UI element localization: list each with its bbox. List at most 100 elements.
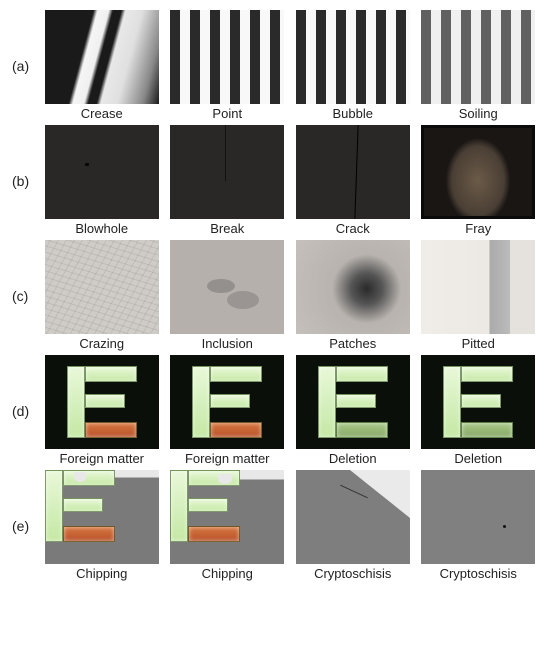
defect-thumbnail xyxy=(170,355,284,449)
chip-segment xyxy=(461,422,513,438)
chip-segment xyxy=(318,366,336,438)
thumbnail-caption: Inclusion xyxy=(202,336,253,351)
images-row: Crazing Inclusion Patches Pitted xyxy=(42,240,538,351)
chip-segment xyxy=(67,366,85,438)
chip-segment xyxy=(443,366,461,438)
defect-thumbnail xyxy=(421,125,535,219)
row-images-column: Blowhole Break Crack Fray xyxy=(42,125,538,236)
row-label: (d) xyxy=(12,403,42,419)
defect-thumbnail xyxy=(45,355,159,449)
thumbnail-caption: Crazing xyxy=(79,336,124,351)
chip-segment xyxy=(45,470,63,542)
chip-segment xyxy=(85,366,137,382)
row-label: (a) xyxy=(12,58,42,74)
thumbnail-caption: Blowhole xyxy=(75,221,128,236)
figure-cell: Bubble xyxy=(293,10,413,121)
figure-cell: Pitted xyxy=(419,240,539,351)
thumbnail-caption: Deletion xyxy=(329,451,377,466)
defect-thumbnail xyxy=(296,240,410,334)
figure-cell: Deletion xyxy=(419,355,539,466)
figure-cell: Crack xyxy=(293,125,413,236)
thumbnail-caption: Patches xyxy=(329,336,376,351)
figure-cell: Inclusion xyxy=(168,240,288,351)
defect-thumbnail xyxy=(421,355,535,449)
images-row: Blowhole Break Crack Fray xyxy=(42,125,538,236)
figure-cell: Chipping xyxy=(168,470,288,581)
chip-segment xyxy=(336,394,376,408)
row-images-column: Crazing Inclusion Patches Pitted xyxy=(42,240,538,351)
figure-row: (d)Foreign matterForeign matterDeletionD… xyxy=(12,355,538,466)
defect-thumbnail xyxy=(45,470,159,564)
thumbnail-caption: Soiling xyxy=(459,106,498,121)
defect-figure-grid: (a)CreasePointBubbleSoiling(b)BlowholeBr… xyxy=(12,10,538,581)
chip-segment xyxy=(210,394,250,408)
chip-segment xyxy=(192,366,210,438)
thumbnail-caption: Cryptoschisis xyxy=(314,566,391,581)
row-images-column: Chipping Chipping Cryptoschisis Cryptoschis… xyxy=(42,470,538,581)
figure-cell: Cryptoschisis xyxy=(419,470,539,581)
chip-segment xyxy=(461,394,501,408)
thumbnail-caption: Chipping xyxy=(202,566,253,581)
thumbnail-caption: Chipping xyxy=(76,566,127,581)
defect-thumbnail xyxy=(170,470,284,564)
figure-cell: Foreign matter xyxy=(168,355,288,466)
thumbnail-caption: Crease xyxy=(81,106,123,121)
defect-thumbnail xyxy=(45,240,159,334)
row-images-column: Crease Point Bubble Soiling xyxy=(42,10,538,121)
figure-row: (c) Crazing Inclusion Patches Pitted xyxy=(12,240,538,351)
thumbnail-caption: Bubble xyxy=(333,106,373,121)
defect-thumbnail xyxy=(296,10,410,104)
chip-segment xyxy=(188,498,228,512)
figure-cell: Fray xyxy=(419,125,539,236)
defect-thumbnail xyxy=(296,355,410,449)
chip-segment xyxy=(210,366,262,382)
defect-thumbnail xyxy=(170,240,284,334)
chip-segment xyxy=(63,498,103,512)
chip-e-shape xyxy=(67,366,137,438)
row-label: (c) xyxy=(12,288,42,304)
figure-cell: Patches xyxy=(293,240,413,351)
figure-row: (e)ChippingChippingCryptoschisisCryptosc… xyxy=(12,470,538,581)
thumbnail-caption: Cryptoschisis xyxy=(440,566,517,581)
thumbnail-caption: Break xyxy=(210,221,244,236)
figure-cell: Break xyxy=(168,125,288,236)
chip-e-shape xyxy=(45,470,115,542)
images-row: Foreign matter Foreign matter Deletion Dele… xyxy=(42,355,538,466)
figure-cell: Cryptoschisis xyxy=(293,470,413,581)
defect-thumbnail xyxy=(170,125,284,219)
chip-segment xyxy=(336,366,388,382)
figure-cell: Soiling xyxy=(419,10,539,121)
thumbnail-caption: Point xyxy=(212,106,242,121)
thumbnail-caption: Foreign matter xyxy=(185,451,270,466)
defect-thumbnail xyxy=(421,10,535,104)
chip-segment xyxy=(85,422,137,438)
defect-thumbnail xyxy=(296,470,410,564)
defect-thumbnail xyxy=(170,10,284,104)
chip-segment xyxy=(85,394,125,408)
figure-cell: Crazing xyxy=(42,240,162,351)
figure-cell: Deletion xyxy=(293,355,413,466)
chip-segment xyxy=(336,422,388,438)
chip-e-shape xyxy=(170,470,240,542)
row-images-column: Foreign matter Foreign matter Deletion Dele… xyxy=(42,355,538,466)
chip-e-shape xyxy=(318,366,388,438)
thumbnail-caption: Deletion xyxy=(454,451,502,466)
chip-e-shape xyxy=(192,366,262,438)
chip-segment xyxy=(210,422,262,438)
figure-cell: Crease xyxy=(42,10,162,121)
chip-segment xyxy=(461,366,513,382)
chip-segment xyxy=(170,470,188,542)
defect-thumbnail xyxy=(421,240,535,334)
chip-segment xyxy=(63,526,115,542)
images-row: Crease Point Bubble Soiling xyxy=(42,10,538,121)
chip-e-shape xyxy=(443,366,513,438)
defect-thumbnail xyxy=(421,470,535,564)
figure-cell: Foreign matter xyxy=(42,355,162,466)
figure-cell: Chipping xyxy=(42,470,162,581)
chip-segment xyxy=(188,526,240,542)
figure-cell: Blowhole xyxy=(42,125,162,236)
defect-thumbnail xyxy=(45,125,159,219)
images-row: Chipping Chipping Cryptoschisis Cryptoschis… xyxy=(42,470,538,581)
thumbnail-caption: Crack xyxy=(336,221,370,236)
chip-segment xyxy=(63,470,115,486)
